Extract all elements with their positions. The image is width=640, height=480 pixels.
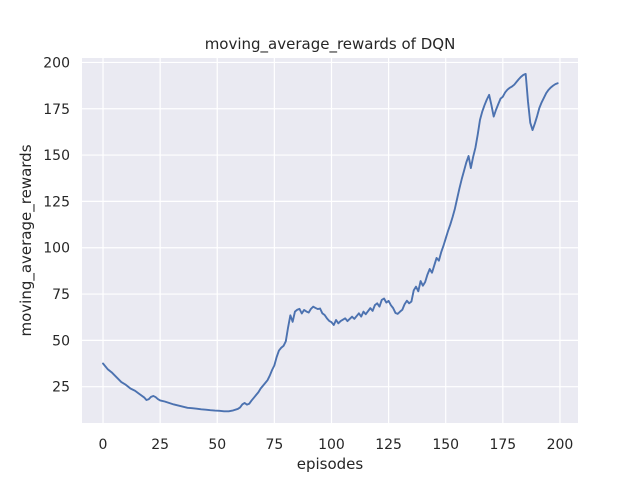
reward-line-series <box>102 72 559 413</box>
y-tick-label: 125 <box>43 194 70 210</box>
x-tick-label: 0 <box>99 437 108 453</box>
x-tick-label: 200 <box>547 437 574 453</box>
x-tick-label: 25 <box>151 437 169 453</box>
x-tick-label: 75 <box>265 437 283 453</box>
y-tick-label: 150 <box>43 148 70 164</box>
x-tick-label: 50 <box>208 437 226 453</box>
x-axis-label: episodes <box>297 455 364 473</box>
x-tick-label: 175 <box>489 437 516 453</box>
y-tick-label: 25 <box>52 380 70 396</box>
y-tick-label: 75 <box>52 287 70 303</box>
y-tick-label: 175 <box>43 102 70 118</box>
gridlines <box>82 58 578 423</box>
y-tick-label: 100 <box>43 241 70 257</box>
x-tick-label: 150 <box>432 437 459 453</box>
y-tick-label: 50 <box>52 333 70 349</box>
chart-title: moving_average_rewards of DQN <box>205 35 456 54</box>
y-tick-label: 200 <box>43 55 70 71</box>
plot-area <box>82 58 578 423</box>
x-tick-labels: 0 25 50 75 100 125 150 175 200 <box>99 437 574 453</box>
x-tick-label: 100 <box>318 437 345 453</box>
x-tick-label: 125 <box>375 437 402 453</box>
y-axis-label: moving_average_rewards <box>17 144 36 336</box>
y-tick-labels: 25 50 75 100 125 150 175 200 <box>43 55 70 395</box>
